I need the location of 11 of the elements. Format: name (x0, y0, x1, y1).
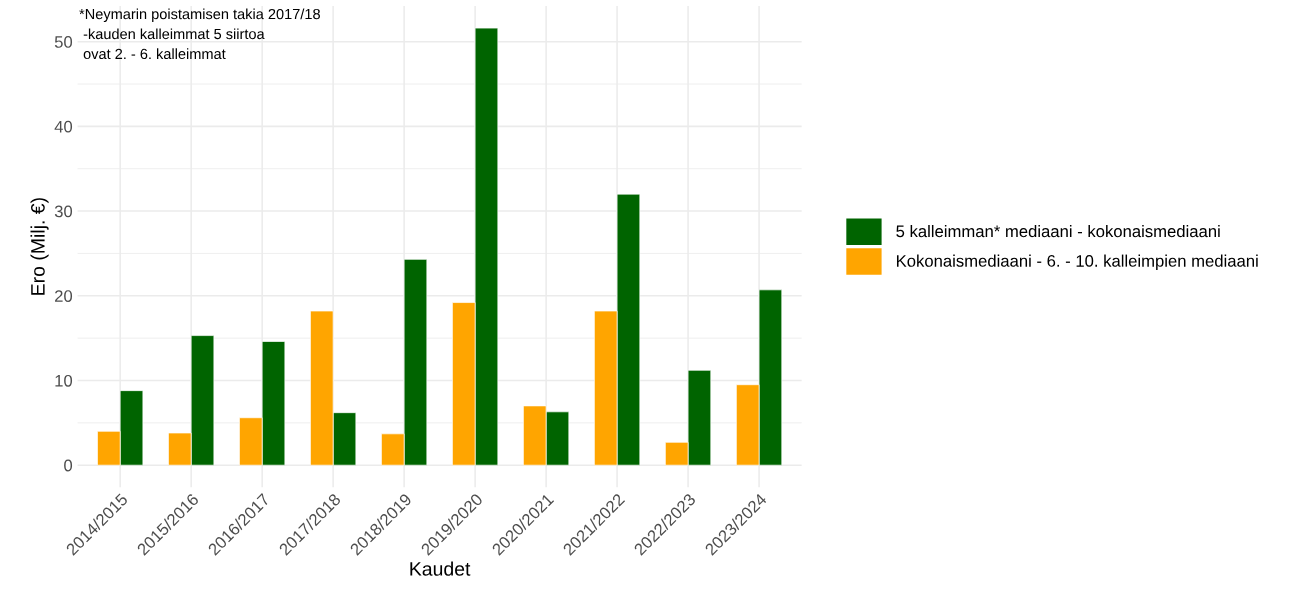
y-tick-label: 30 (54, 205, 73, 218)
y-tick-label: 50 (54, 36, 73, 48)
y-axis-title: Ero (Milj. €) (30, 198, 49, 295)
y-tick-label: 40 (54, 120, 73, 133)
y-tick-label: 10 (55, 374, 73, 387)
y-tick-label: 0 (64, 459, 73, 472)
legend-label: Kokonaismediaani - 6. - 10. kalleimpien mediaani (896, 254, 1258, 271)
y-tick-label: 20 (55, 290, 73, 302)
legend-label: 5 kalleimman* mediaani - kokonaismediaani (896, 224, 1220, 238)
x-axis-title: Kaudet (410, 561, 471, 576)
annotation: *Neymarin poistamisen takia 2017/18 -kauden kalleimmat 5 siirtoa ovat 2. - 6. kalleimmat (79, 8, 320, 60)
